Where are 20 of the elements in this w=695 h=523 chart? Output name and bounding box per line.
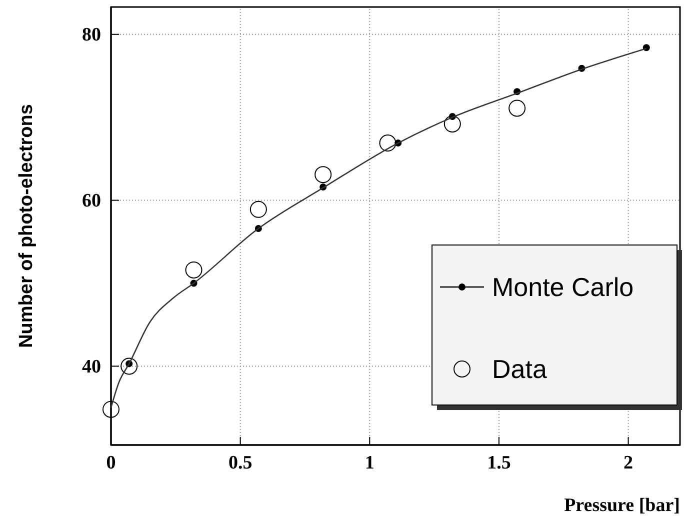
x-tick-label: 0 [106,452,116,474]
point [444,115,461,132]
legend-label: Data [492,354,548,384]
point [102,400,120,418]
y-tick-label: 40 [82,356,101,378]
x-tick-label: 1 [364,452,374,474]
point [185,261,202,278]
x-tick-label: 1.5 [487,452,511,474]
point [120,358,138,375]
point [250,200,267,218]
point [314,166,332,184]
y-axis-title: Number of photo-electrons [16,104,37,348]
legend-label: Monte Carlo [492,272,634,302]
x-axis-title: Pressure [bar] [564,495,680,516]
y-tick-label: 80 [82,24,101,46]
point [379,134,396,152]
y-tick-label: 60 [82,190,101,212]
x-tick-label: 0.5 [228,452,252,474]
point [508,100,526,117]
x-tick-label: 2 [624,452,634,474]
